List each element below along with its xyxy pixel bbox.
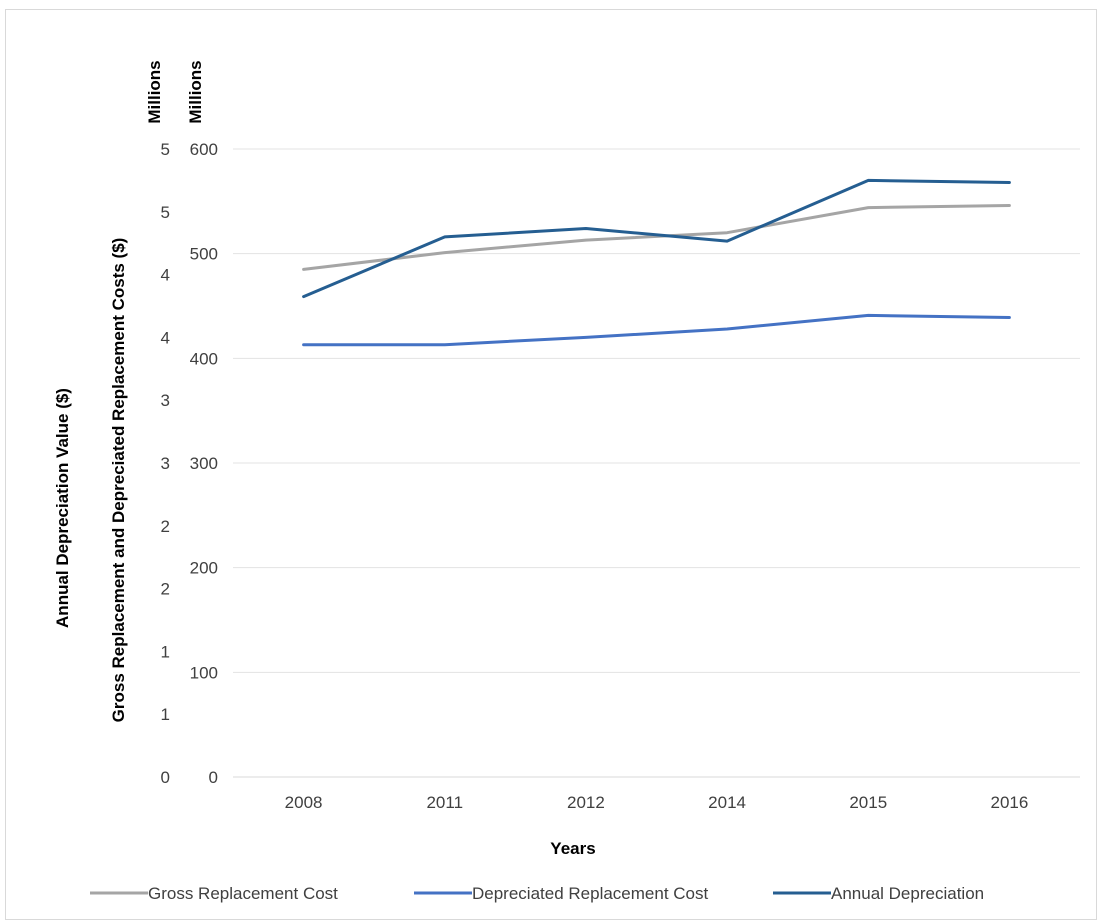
- left-tick-label: 4: [161, 266, 170, 285]
- right-tick-label: 0: [209, 768, 218, 787]
- legend: Gross Replacement Cost Depreciated Replac…: [90, 884, 984, 903]
- series-line-annual-depreciation: [302, 178, 1011, 299]
- legend-label: Gross Replacement Cost: [148, 884, 338, 903]
- right-tick-label: 600: [190, 140, 218, 159]
- right-tick-label: 200: [190, 559, 218, 578]
- left-unit-label: Millions: [145, 60, 164, 123]
- left-tick-label: 3: [161, 391, 170, 410]
- left-tick-label: 0: [161, 768, 170, 787]
- right-tick-label: 100: [190, 663, 218, 682]
- left-tick-label: 4: [161, 328, 170, 347]
- left-tick-label: 2: [161, 580, 170, 599]
- chart-frame: [5, 9, 1097, 920]
- right-tick-label: 500: [190, 245, 218, 264]
- x-tick-label: 2008: [285, 793, 323, 812]
- right-unit-label: Millions: [186, 60, 205, 123]
- series-line-gross-replacement-cost: [302, 204, 1011, 271]
- left-tick-label: 2: [161, 517, 170, 536]
- left-axis-ticks: 0 1 1 2 2 3 3 4 4 5 5: [161, 140, 170, 787]
- x-tick-label: 2011: [426, 793, 463, 812]
- right-axis-ticks: 0 100 200 300 400 500 600: [190, 140, 218, 787]
- left-axis-title: Annual Depreciation Value ($): [53, 388, 72, 628]
- left-tick-label: 5: [161, 140, 170, 159]
- legend-label: Annual Depreciation: [831, 884, 984, 903]
- x-axis-title: Years: [550, 839, 595, 858]
- x-tick-label: 2012: [567, 793, 605, 812]
- x-tick-label: 2014: [708, 793, 746, 812]
- left-tick-label: 5: [161, 203, 170, 222]
- left-tick-label: 1: [161, 642, 170, 661]
- x-tick-label: 2016: [991, 793, 1029, 812]
- left-tick-label: 1: [161, 705, 170, 724]
- x-tick-label: 2015: [849, 793, 887, 812]
- x-axis-ticks: 2008 2011 2012 2014 2015 2016: [285, 793, 1029, 812]
- series-line-depreciated-replacement-cost: [302, 313, 1011, 347]
- left-tick-label: 3: [161, 454, 170, 473]
- series-lines: [302, 178, 1011, 347]
- right-tick-label: 300: [190, 454, 218, 473]
- right-tick-label: 400: [190, 349, 218, 368]
- right-axis-title: Gross Replacement and Depreciated Replac…: [109, 238, 128, 723]
- gridlines: [233, 148, 1080, 778]
- legend-label: Depreciated Replacement Cost: [472, 884, 709, 903]
